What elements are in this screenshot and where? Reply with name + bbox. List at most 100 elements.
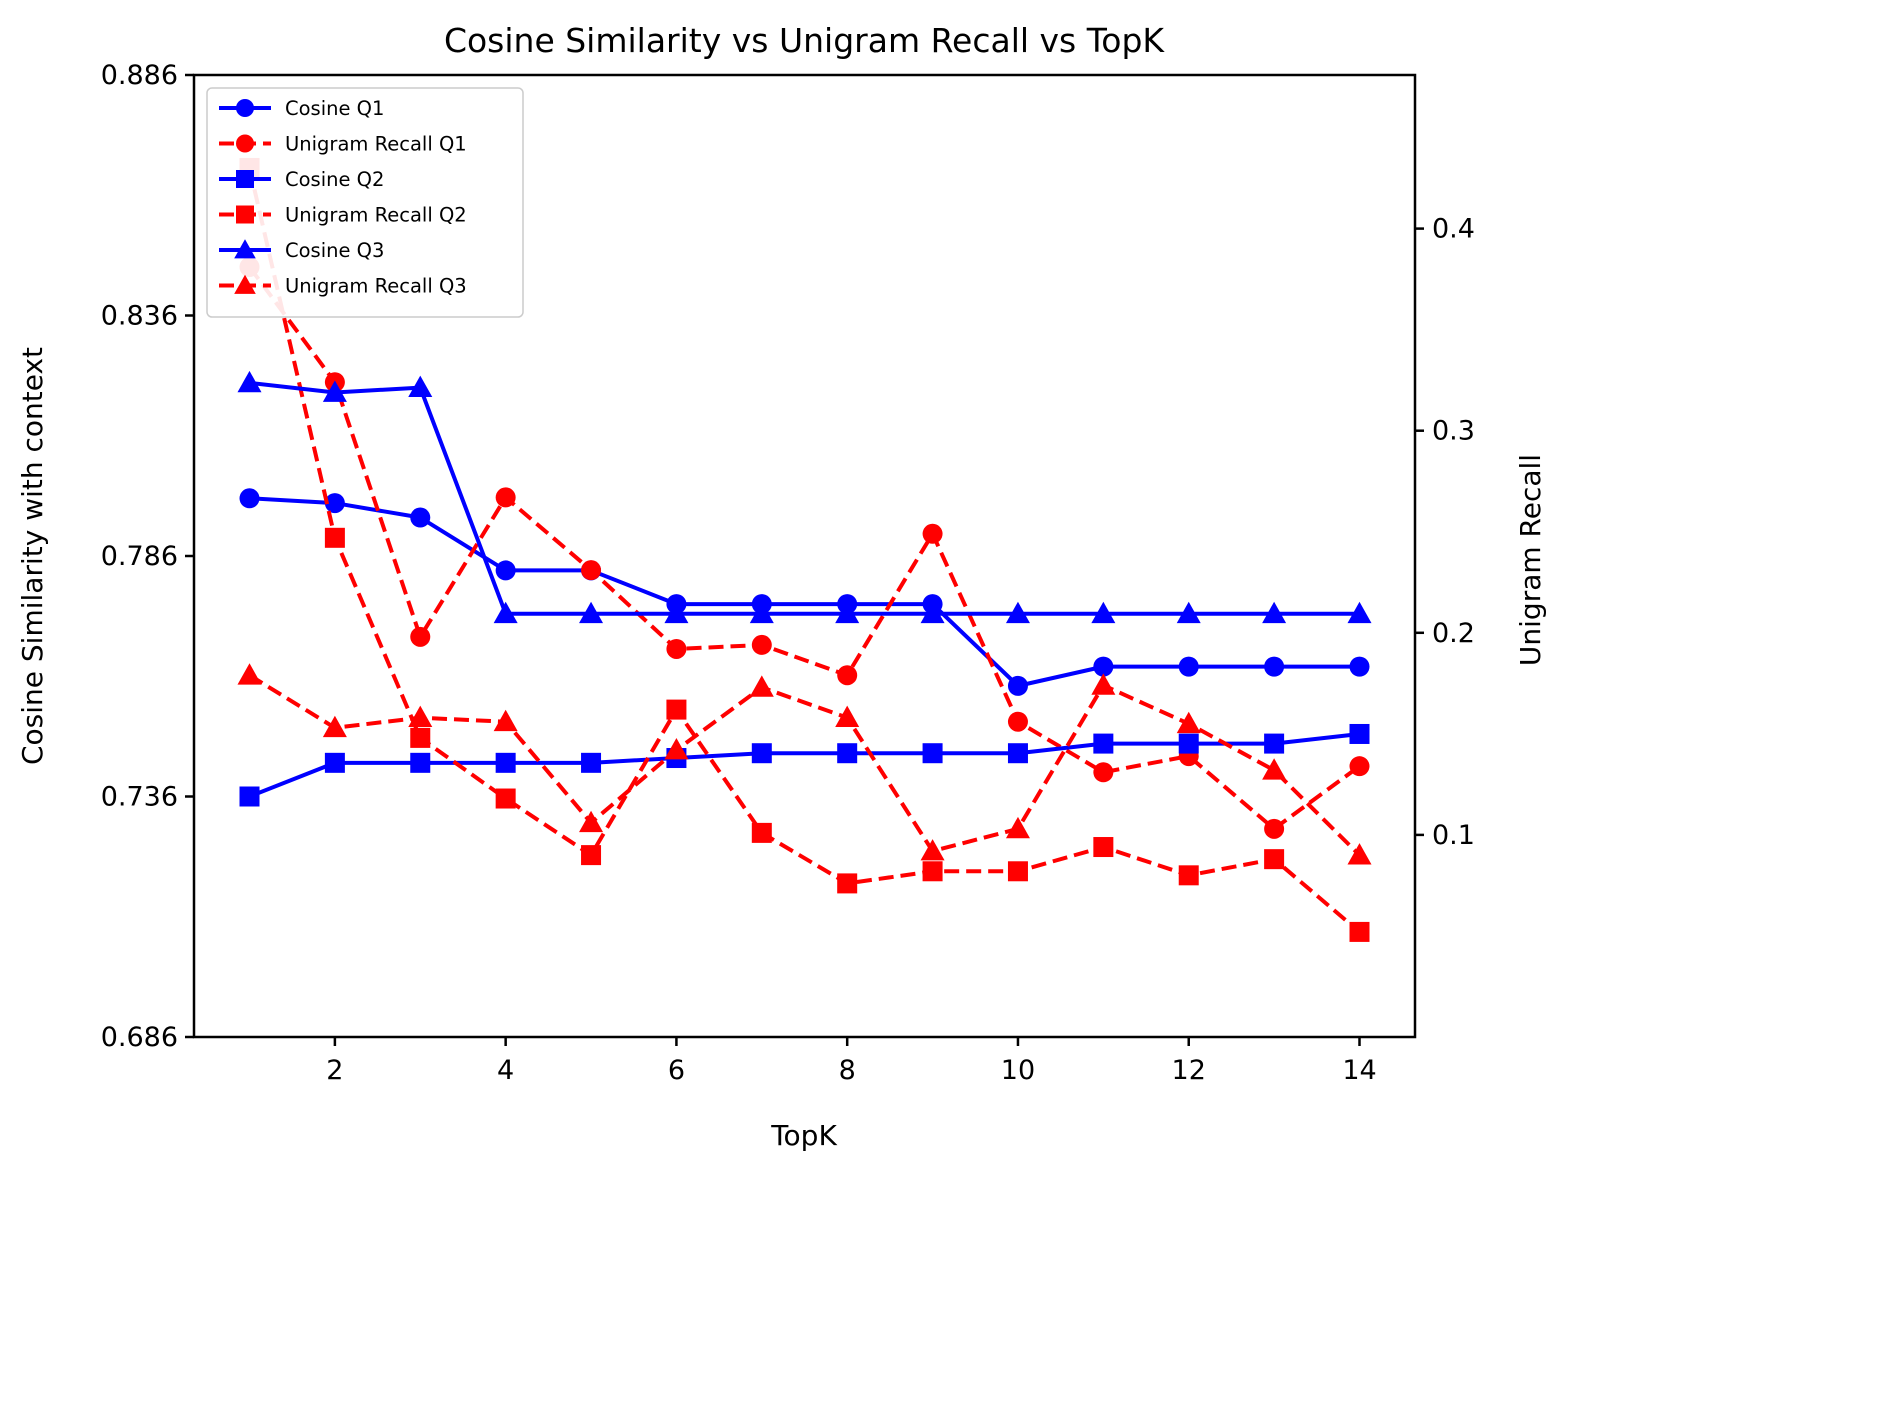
- circle-marker: [922, 523, 943, 544]
- left-tick-label: 0.886: [101, 60, 178, 91]
- square-marker: [1264, 733, 1285, 754]
- square-marker: [236, 170, 254, 188]
- series-line: [247, 167, 1361, 934]
- square-marker: [239, 786, 260, 807]
- series-line: [249, 380, 1360, 616]
- legend-label: Cosine Q1: [285, 97, 384, 120]
- circle-marker: [1178, 656, 1199, 677]
- series-line: [248, 673, 1361, 857]
- series-line: [247, 265, 1361, 831]
- square-marker: [922, 861, 943, 882]
- x-tick-label: 12: [1172, 1055, 1206, 1086]
- left-axis-ticks: 0.686 0.736 0.786 0.836 0.886: [101, 60, 194, 1053]
- legend-box: [206, 87, 524, 318]
- square-marker: [837, 873, 858, 894]
- x-tick-label: 14: [1342, 1055, 1376, 1086]
- square-marker: [495, 788, 516, 809]
- series-unigram-recall-q1: [239, 256, 1370, 839]
- triangle-marker: [237, 663, 262, 685]
- circle-marker: [1093, 762, 1114, 783]
- triangle-marker: [920, 839, 945, 861]
- circle-marker: [1093, 656, 1114, 677]
- legend-label: Unigram Recall Q2: [285, 204, 467, 227]
- triangle-marker: [1091, 673, 1116, 695]
- triangle-marker: [664, 738, 689, 760]
- circle-marker: [1349, 756, 1370, 777]
- triangle-marker: [664, 601, 689, 624]
- circle-marker: [751, 634, 772, 655]
- square-marker: [1007, 861, 1028, 882]
- circle-marker: [1007, 675, 1028, 696]
- square-marker: [410, 752, 431, 773]
- circle-marker: [324, 493, 345, 514]
- series-cosine-q3: [237, 370, 1372, 624]
- circle-marker: [410, 626, 431, 647]
- triangle-marker: [408, 705, 433, 728]
- series-line: [249, 496, 1360, 688]
- series-line: [248, 731, 1360, 799]
- x-tick-label: 8: [839, 1055, 856, 1086]
- chart-title: Cosine Similarity vs Unigram Recall vs T…: [444, 21, 1165, 60]
- triangle-marker: [749, 675, 774, 697]
- triangle-marker: [237, 370, 262, 393]
- square-marker: [751, 743, 772, 764]
- legend-label: Cosine Q2: [285, 168, 384, 191]
- triangle-marker: [1262, 758, 1287, 780]
- y-axis-label-left: Cosine Similarity with context: [16, 347, 49, 765]
- square-marker: [581, 845, 602, 866]
- circle-marker: [1264, 656, 1285, 677]
- square-marker: [581, 752, 602, 773]
- circle-marker: [837, 665, 858, 686]
- legend-label: Unigram Recall Q1: [285, 133, 467, 156]
- triangle-marker: [234, 239, 256, 259]
- triangle-marker: [835, 601, 860, 624]
- circle-marker: [495, 487, 516, 508]
- circle-marker: [495, 560, 516, 581]
- series-unigram-recall-q3: [237, 663, 1372, 865]
- triangle-marker: [1262, 601, 1287, 624]
- left-tick-label: 0.836: [101, 301, 178, 332]
- legend-item-unigram-recall-q3: Unigram Recall Q3: [219, 275, 467, 298]
- triangle-marker: [322, 380, 347, 402]
- legend-label: Cosine Q3: [285, 239, 384, 262]
- triangle-marker: [493, 601, 518, 624]
- left-tick-label: 0.686: [101, 1022, 178, 1053]
- square-marker: [236, 205, 254, 224]
- triangle-marker: [1005, 816, 1030, 839]
- square-marker: [1093, 837, 1114, 858]
- y-axis-label-right: Unigram Recall: [1514, 454, 1547, 666]
- triangle-marker: [1347, 843, 1372, 865]
- square-marker: [1178, 865, 1199, 886]
- legend-item-cosine-q2: Cosine Q2: [219, 168, 384, 191]
- triangle-marker: [1347, 601, 1372, 624]
- square-marker: [1178, 733, 1199, 754]
- legend-item-cosine-q3: Cosine Q3: [219, 239, 384, 262]
- circle-marker: [581, 560, 602, 581]
- square-marker: [666, 699, 687, 720]
- legend: Cosine Q1 Unigram Recall Q1 Cosine Q2 Unigr…: [206, 87, 524, 318]
- x-tick-label: 10: [1001, 1055, 1035, 1086]
- x-tick-label: 2: [326, 1055, 343, 1086]
- left-tick-label: 0.786: [101, 541, 178, 572]
- triangle-marker: [1005, 601, 1030, 624]
- right-tick-label: 0.4: [1432, 214, 1475, 245]
- x-axis-label: TopK: [770, 1119, 837, 1152]
- square-marker: [1349, 723, 1370, 744]
- triangle-marker: [234, 274, 256, 294]
- square-marker: [324, 752, 345, 773]
- series-cosine-q2: [239, 723, 1370, 807]
- legend-item-unigram-recall-q1: Unigram Recall Q1: [219, 133, 467, 156]
- right-axis-ticks: 0.1 0.2 0.3 0.4: [1415, 214, 1475, 851]
- triangle-marker: [835, 705, 860, 728]
- triangle-marker: [579, 810, 604, 833]
- circle-marker: [236, 99, 254, 117]
- circle-marker: [1007, 711, 1028, 732]
- series-unigram-recall-q2: [239, 157, 1370, 942]
- triangle-marker: [322, 715, 347, 738]
- triangle-marker: [920, 601, 945, 624]
- square-marker: [1007, 743, 1028, 764]
- circle-marker: [1264, 818, 1285, 839]
- square-marker: [837, 743, 858, 764]
